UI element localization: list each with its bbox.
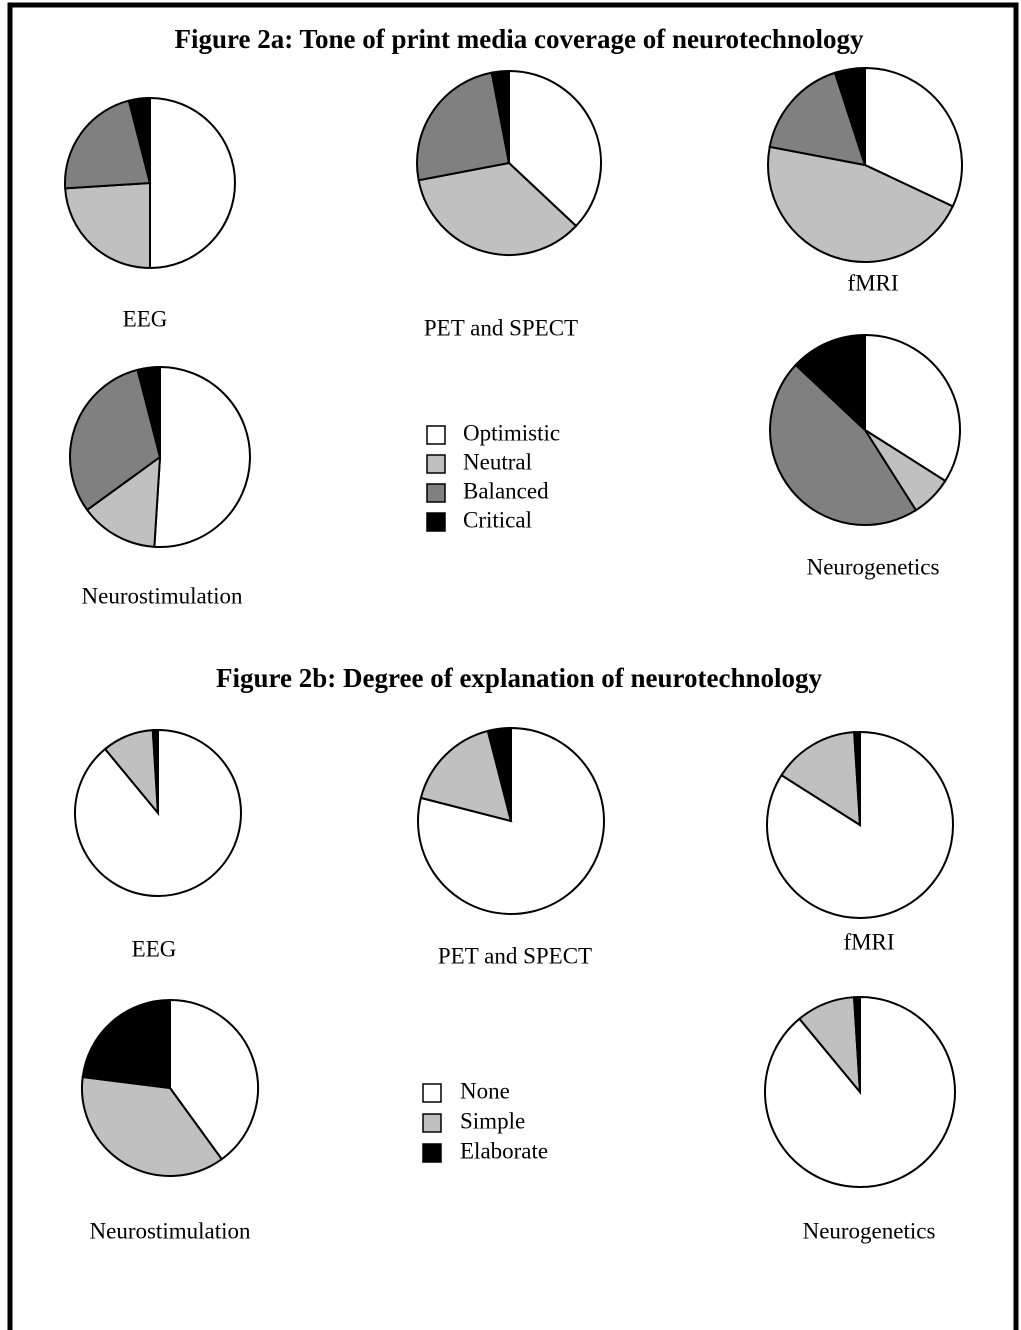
pie-slice <box>419 729 513 823</box>
pie-label: Neurostimulation <box>82 583 243 608</box>
pie-slice <box>81 998 171 1090</box>
pie-slice <box>864 66 963 208</box>
pie-label: PET and SPECT <box>438 943 592 968</box>
pie-slice <box>780 731 862 827</box>
legend-label: Balanced <box>463 478 549 503</box>
pie-slice <box>853 730 861 826</box>
legend-label: Simple <box>460 1108 525 1133</box>
legend-swatch <box>426 425 446 445</box>
pie-slice <box>85 454 162 548</box>
pie-slice <box>833 66 866 166</box>
pie-label: Neurogenetics <box>803 1218 936 1243</box>
pie-label: Neurogenetics <box>807 554 940 579</box>
legend-label: Critical <box>463 507 532 532</box>
pie-slice <box>64 99 152 190</box>
pie-slice <box>767 145 955 263</box>
pie-label: PET and SPECT <box>424 315 578 340</box>
pie-slice <box>149 96 236 270</box>
legend-swatch <box>422 1143 442 1163</box>
pie-slice <box>417 161 578 256</box>
pie-label: Neurostimulation <box>90 1218 251 1243</box>
legend-label: None <box>460 1078 510 1103</box>
pie-slice <box>69 368 162 512</box>
pie-slice <box>153 365 251 548</box>
pie-slice <box>794 333 866 433</box>
legend-label: Elaborate <box>460 1138 548 1163</box>
pie-slice <box>769 363 918 526</box>
figure-title: Figure 2b: Degree of explanation of neur… <box>216 663 822 693</box>
pie-label: EEG <box>123 306 168 331</box>
pie-slice <box>127 96 151 184</box>
pie-slice <box>490 69 510 164</box>
pie-slice <box>417 726 605 915</box>
pie-slice <box>64 181 151 270</box>
legend-swatch <box>426 454 446 474</box>
pie-slice <box>768 71 867 167</box>
pie-label: fMRI <box>843 929 894 954</box>
pie-slice <box>136 365 161 458</box>
pie-slice <box>81 1075 224 1177</box>
pie-label: fMRI <box>847 270 898 295</box>
pie-slice <box>416 71 511 182</box>
pie-slice <box>151 728 159 814</box>
legend-label: Optimistic <box>463 420 560 445</box>
pie-slice <box>852 995 861 1093</box>
legend-label: Neutral <box>463 449 532 474</box>
pie-slice <box>508 69 602 228</box>
legend-swatch <box>426 483 446 503</box>
legend-swatch <box>422 1113 442 1133</box>
figure-title: Figure 2a: Tone of print media coverage … <box>175 24 864 54</box>
pie-label: EEG <box>132 936 177 961</box>
legend-swatch <box>422 1083 442 1103</box>
frame <box>7 2 1019 1330</box>
pie-slice <box>486 726 512 822</box>
legend-swatch <box>426 512 446 532</box>
pie-slice <box>169 998 259 1161</box>
